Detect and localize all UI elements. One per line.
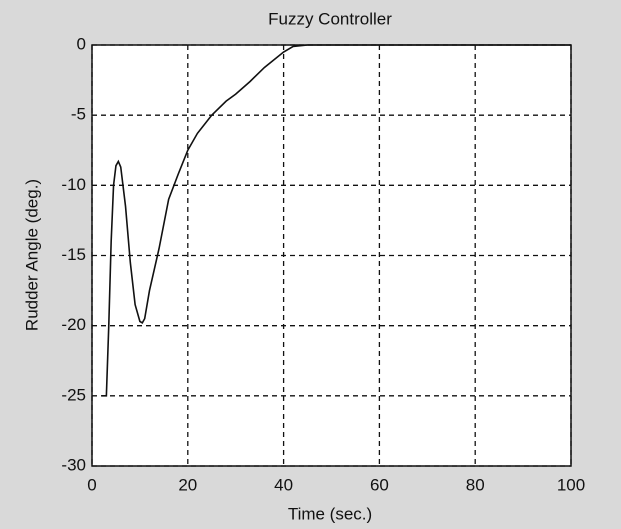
x-tick-label: 60 [370,475,389,494]
x-tick-label: 40 [274,475,293,494]
chart-title: Fuzzy Controller [268,9,392,28]
y-tick-label: -20 [61,315,86,334]
line [101,44,571,397]
y-tick-label: 0 [77,34,86,53]
y-axis-label: Rudder Angle (deg.) [22,179,41,331]
y-tick-label: -5 [71,105,86,124]
x-tick-label: 0 [87,475,96,494]
y-tick-label: -25 [61,385,86,404]
y-tick-label: -30 [61,455,86,474]
x-tick-label: 100 [557,475,585,494]
y-tick-label: -15 [61,245,86,264]
x-tick-label: 80 [466,475,485,494]
x-tick-label: 20 [178,475,197,494]
x-axis-label: Time (sec.) [288,504,372,523]
y-tick-label: -10 [61,175,86,194]
